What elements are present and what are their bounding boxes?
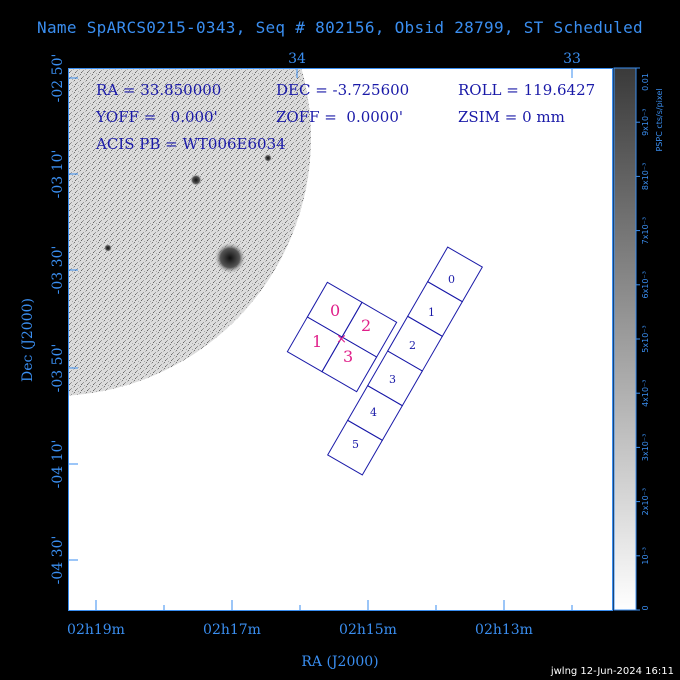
acis-s-array	[326, 246, 484, 476]
y-tick-label: -03 50'	[50, 344, 66, 393]
colorbar-tick-label: 7x10⁻³	[641, 217, 650, 244]
dec-readout: DEC = -3.725600	[276, 81, 409, 99]
colorbar-tick-label: 6x10⁻³	[641, 271, 650, 298]
yoff-readout: YOFF = 0.000'	[95, 108, 218, 126]
left-ticks	[68, 77, 78, 561]
colorbar-tick-label: 5x10⁻³	[641, 325, 650, 352]
colorbar-tick-label: 0	[641, 605, 650, 610]
ccd-s1-label: 1	[428, 306, 435, 319]
colorbar	[613, 67, 637, 611]
y-tick-label: -03 30'	[50, 246, 66, 295]
bottom-ticks	[95, 600, 573, 610]
ccd-s0-label: 0	[448, 273, 455, 286]
y-tick-label: -04 30'	[50, 536, 66, 585]
zoff-readout: ZOFF = 0.0000'	[276, 108, 403, 126]
colorbar-unit: PSPC cts/s/pixel	[655, 88, 664, 151]
rosat-field	[68, 68, 311, 396]
sky-image-panel	[68, 68, 612, 610]
y-tick-label: -03 10'	[50, 150, 66, 199]
ccd-s3-label: 3	[389, 373, 396, 386]
top-tick-label: 34	[288, 51, 306, 67]
colorbar-tick-label: 0.01	[641, 73, 650, 91]
top-tick-label: 33	[563, 51, 581, 67]
ccd-i2-label: 2	[361, 316, 371, 335]
x-tick-label: 02h13m	[475, 622, 533, 638]
ccd-s4-label: 4	[370, 406, 377, 419]
colorbar-tick-label: 8x10⁻³	[641, 163, 650, 190]
zsim-readout: ZSIM = 0 mm	[458, 108, 565, 126]
sky-image	[68, 68, 311, 396]
colorbar-tick-label: 2x10⁻³	[641, 488, 650, 515]
y-tick-label: -04 10'	[50, 440, 66, 489]
colorbar-tick-label: 4x10⁻³	[641, 379, 650, 406]
ccd-i1-label: 1	[312, 332, 322, 351]
ccd-i0-label: 0	[330, 301, 340, 320]
ccd-s5-label: 5	[352, 438, 359, 451]
acis-i-array	[286, 281, 398, 393]
x-tick-label: 02h19m	[67, 622, 125, 638]
acis-pb-readout: ACIS PB = WT006E6034	[95, 135, 286, 153]
x-tick-label: 02h17m	[203, 622, 261, 638]
ccd-s2-label: 2	[409, 339, 416, 352]
colorbar-tick-label: 9x10⁻³	[641, 108, 650, 135]
y-axis-label: Dec (J2000)	[20, 298, 36, 382]
roll-readout: ROLL = 119.6427	[458, 81, 595, 99]
plot-title: Name SpARCS0215-0343, Seq # 802156, Obsi…	[37, 18, 643, 37]
x-tick-label: 02h15m	[339, 622, 397, 638]
ccd-i3-label: 3	[343, 347, 353, 366]
colorbar-ticks: 0 10⁻³ 2x10⁻³ 3x10⁻³ 4x10⁻³ 5x10⁻³ 6x10⁻³ 7x10⁻…	[636, 67, 650, 611]
top-ticks	[296, 68, 573, 78]
colorbar-tick-label: 3x10⁻³	[641, 434, 650, 461]
footer-stamp: jwlng 12-Jun-2024 16:11	[550, 666, 674, 677]
aimpoint-marker: ×	[336, 332, 347, 347]
x-axis-label: RA (J2000)	[301, 654, 378, 670]
y-tick-label: -02 50'	[50, 54, 66, 103]
ra-readout: RA = 33.850000	[96, 81, 221, 99]
colorbar-tick-label: 10⁻³	[641, 547, 650, 565]
